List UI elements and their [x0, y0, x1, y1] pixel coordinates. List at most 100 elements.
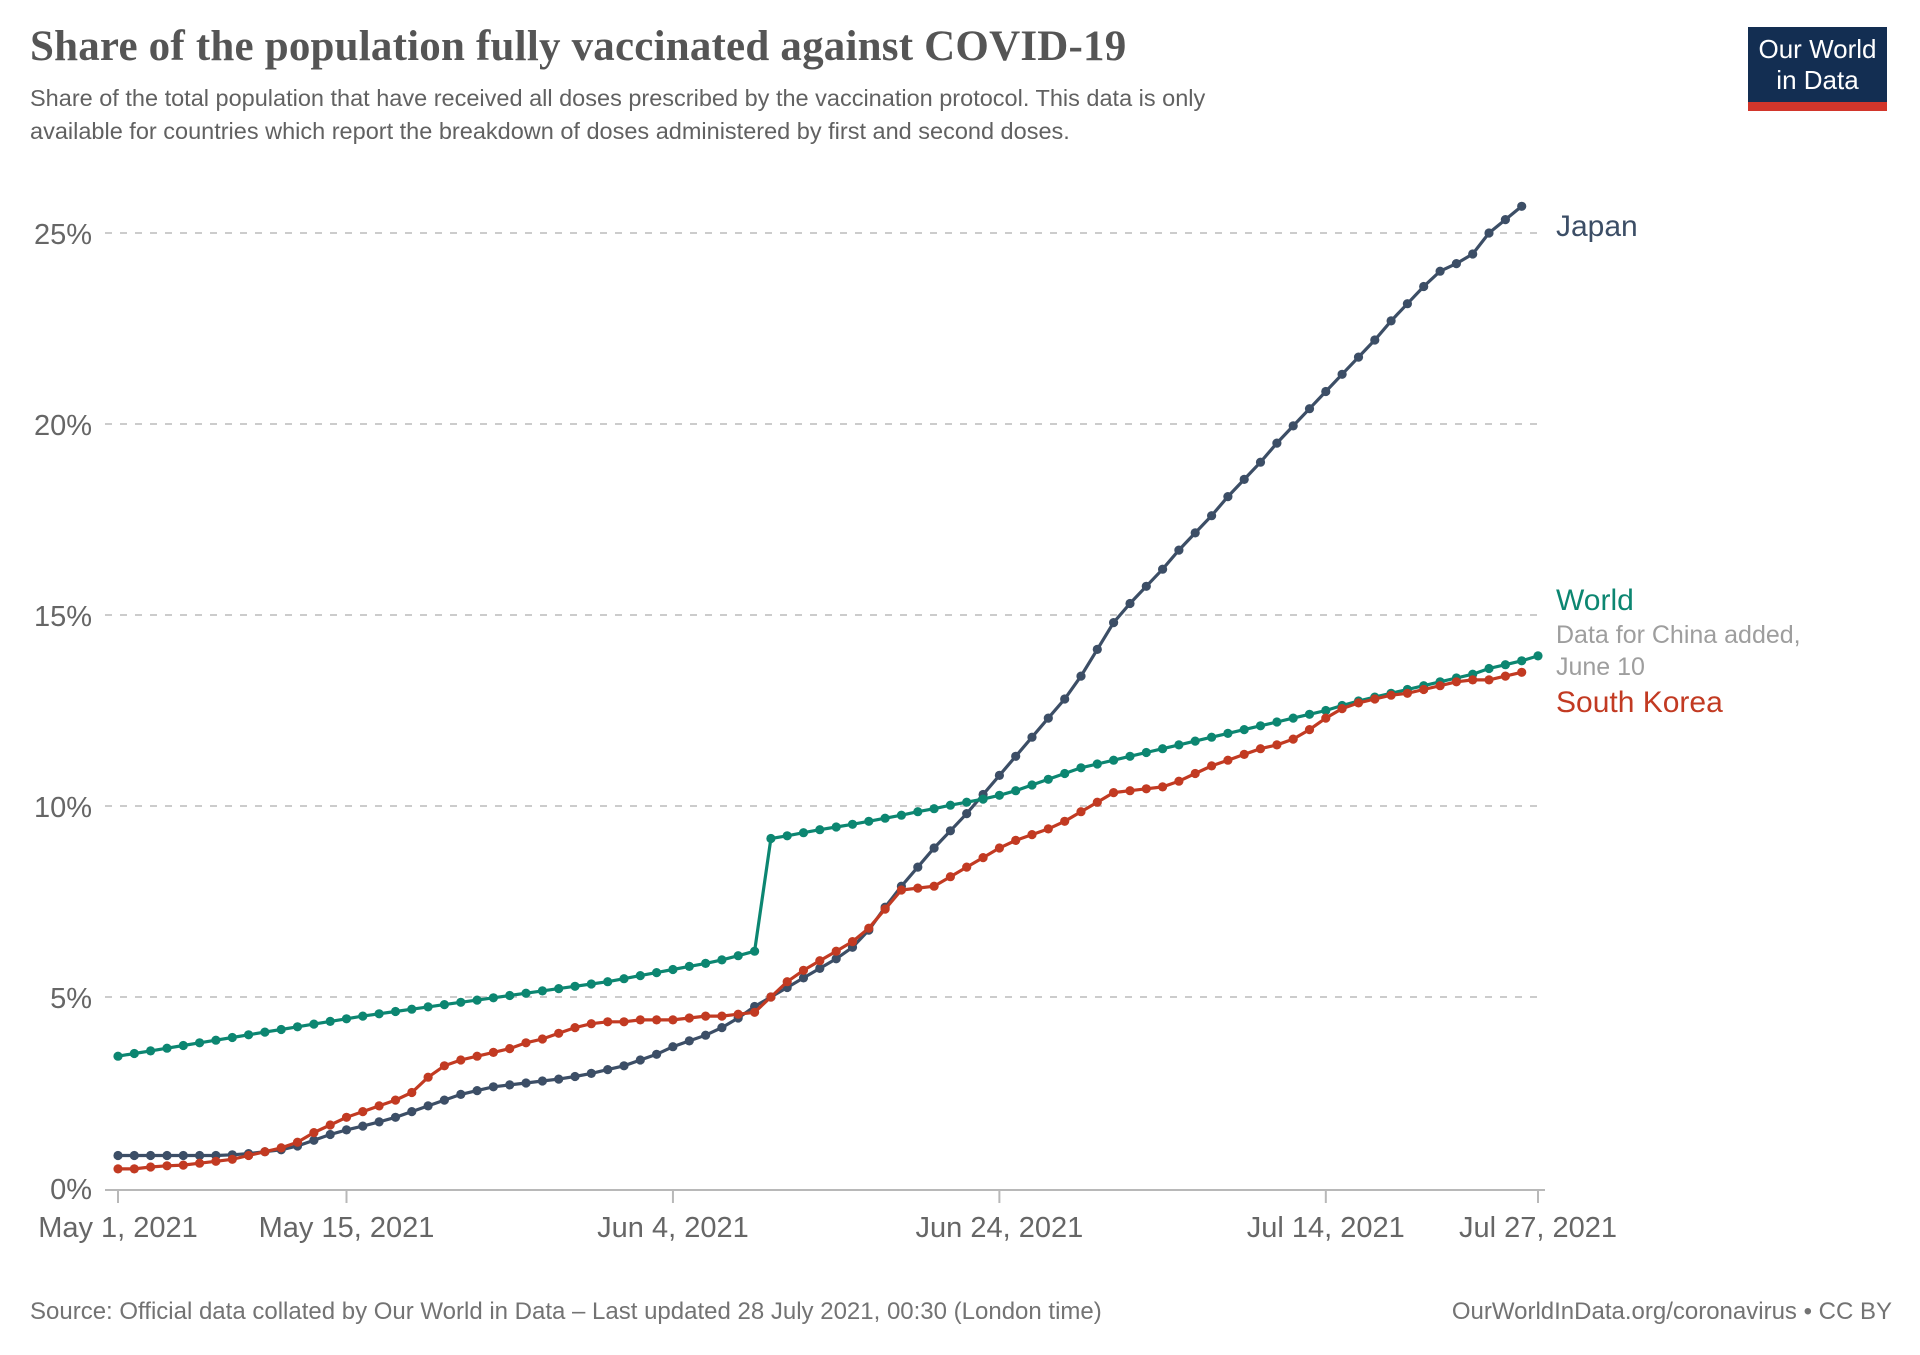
series-point-south-korea	[978, 853, 988, 863]
series-point-south-korea	[652, 1015, 662, 1025]
series-point-japan	[1468, 249, 1478, 259]
series-point-japan	[1386, 316, 1396, 326]
series-label-world[interactable]: World	[1556, 584, 1634, 617]
series-point-world	[1158, 744, 1168, 754]
series-point-world	[1207, 732, 1217, 742]
series-point-world	[1043, 774, 1053, 784]
series-point-south-korea	[864, 923, 874, 933]
y-axis-label: 5%	[50, 983, 92, 1015]
series-point-south-korea	[1435, 681, 1445, 691]
x-axis-label: Jun 24, 2021	[916, 1212, 1084, 1244]
series-point-south-korea	[1092, 797, 1102, 807]
series-point-japan	[1353, 352, 1364, 362]
series-point-world	[668, 964, 678, 975]
series-point-japan	[945, 826, 956, 836]
series-line-south-korea	[118, 670, 1523, 1171]
series-point-south-korea	[1370, 694, 1380, 704]
series-point-south-korea	[782, 977, 792, 987]
series-point-south-korea	[1223, 755, 1233, 765]
series-point-world	[1174, 740, 1184, 750]
series-point-japan	[358, 1121, 368, 1131]
series-point-japan	[537, 1076, 548, 1086]
series-point-world	[113, 1051, 123, 1061]
series-point-world	[521, 988, 531, 998]
series-point-japan	[1435, 266, 1445, 276]
series-point-japan	[815, 963, 825, 974]
series-point-south-korea	[570, 1023, 580, 1033]
series-point-japan	[521, 1078, 531, 1088]
series-point-world	[701, 958, 711, 969]
series-point-world	[244, 1030, 254, 1040]
series-point-world	[1141, 747, 1151, 758]
series-point-japan	[1141, 581, 1151, 591]
series-point-south-korea	[586, 1019, 596, 1029]
page-subtitle: Share of the total population that have …	[30, 82, 1450, 148]
x-axis-label: May 1, 2021	[38, 1212, 198, 1244]
series-point-world	[1304, 709, 1315, 719]
series-point-world	[227, 1032, 237, 1043]
series-point-world	[1239, 725, 1249, 735]
series-point-world	[537, 986, 548, 996]
series-point-japan	[325, 1129, 335, 1140]
series-point-world	[1517, 656, 1527, 666]
series-point-south-korea	[733, 1009, 743, 1019]
series-point-south-korea	[537, 1034, 548, 1044]
series-point-world	[456, 997, 466, 1007]
series-point-south-korea	[195, 1158, 205, 1168]
series-label-south-korea[interactable]: South Korea	[1556, 686, 1723, 719]
series-point-south-korea	[619, 1017, 629, 1027]
series-point-japan	[962, 809, 972, 819]
series-annotation-line-1: Data for China added,	[1556, 621, 1801, 649]
series-point-south-korea	[341, 1112, 352, 1122]
series-point-world	[309, 1019, 319, 1029]
series-point-south-korea	[1109, 788, 1119, 798]
series-point-japan	[1272, 438, 1282, 448]
series-point-south-korea	[505, 1044, 515, 1054]
series-point-world	[211, 1035, 221, 1045]
license-link[interactable]: OurWorldInData.org/coronavirus • CC BY	[1451, 1298, 1892, 1325]
series-point-world	[505, 990, 515, 1001]
series-point-world	[750, 946, 760, 956]
series-point-japan	[1076, 671, 1086, 681]
series-point-japan	[195, 1150, 205, 1161]
series-point-south-korea	[554, 1028, 564, 1038]
series-point-south-korea	[1500, 671, 1510, 681]
series-point-japan	[390, 1112, 401, 1122]
series-point-world	[684, 961, 694, 972]
series-point-japan	[472, 1086, 482, 1096]
series-point-south-korea	[994, 843, 1005, 853]
series-point-south-korea	[1272, 740, 1282, 750]
series-point-world	[358, 1011, 368, 1021]
subtitle-line-2: available for countries which report the…	[30, 118, 1070, 144]
series-point-south-korea	[717, 1011, 727, 1021]
series-point-south-korea	[472, 1051, 482, 1061]
series-point-south-korea	[1386, 690, 1396, 700]
series-point-world	[374, 1009, 384, 1019]
series-point-south-korea	[945, 872, 956, 882]
series-point-world	[978, 794, 988, 804]
series-point-world	[162, 1043, 172, 1053]
series-point-japan	[1092, 644, 1102, 655]
series-point-japan	[505, 1080, 515, 1090]
series-point-south-korea	[1060, 816, 1070, 826]
series-point-south-korea	[635, 1015, 645, 1025]
series-point-south-korea	[1402, 688, 1412, 698]
series-point-world	[260, 1027, 270, 1037]
series-point-world	[1109, 755, 1119, 765]
series-point-south-korea	[1321, 713, 1331, 723]
series-point-world	[717, 955, 727, 965]
series-label-japan[interactable]: Japan	[1556, 210, 1638, 243]
chart-footer: Source: Official data collated by Our Wo…	[30, 1298, 1892, 1326]
series-point-south-korea	[766, 992, 776, 1002]
series-point-south-korea	[309, 1128, 319, 1138]
series-point-south-korea	[178, 1160, 188, 1170]
series-point-japan	[684, 1036, 694, 1046]
series-point-world	[570, 981, 580, 991]
series-point-japan	[1402, 299, 1412, 309]
owid-logo[interactable]: Our World in Data	[1748, 27, 1887, 111]
series-point-world	[1272, 717, 1282, 727]
series-point-south-korea	[929, 881, 939, 891]
series-point-japan	[603, 1065, 613, 1075]
series-point-south-korea	[162, 1161, 172, 1171]
